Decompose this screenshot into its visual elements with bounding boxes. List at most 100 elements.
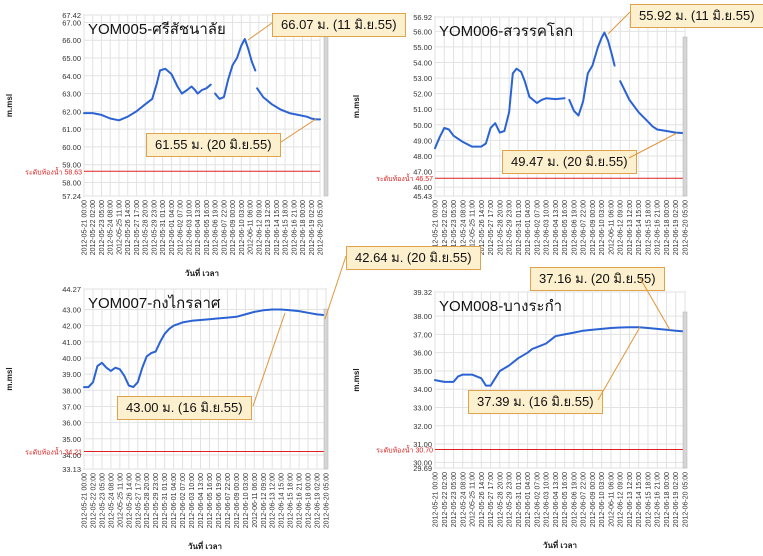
- x-tick-label: 2012-05-21 00:00: [433, 200, 440, 255]
- y-tick-label: 48.00: [413, 152, 432, 161]
- x-tick-label: 2012-06-03 10:00: [186, 200, 193, 255]
- y-tick-label: 57.24: [62, 192, 81, 201]
- x-tick-label: 2012-05-25 11:00: [470, 472, 477, 527]
- chart-panel-yom007: 44.27 43.00 42.00 41.00 40.00 39.00 38.00 37.00…: [0, 284, 352, 556]
- y-tick-label: 53.00: [413, 74, 432, 83]
- x-tick-label: 2012-06-02 07:00: [178, 200, 185, 255]
- y-tick-label: 46.00: [413, 183, 432, 192]
- x-tick-label: 2012-06-02 07:00: [534, 200, 541, 255]
- x-tick-label: 2012-06-10 03:00: [243, 473, 250, 528]
- x-tick-label: 2012-06-04 13:00: [198, 473, 205, 528]
- x-tick-label: 2012-05-22 02:00: [442, 472, 449, 527]
- x-tick-label: 2012-06-13 12:00: [265, 200, 272, 255]
- x-tick-label: 2012-05-25 11:00: [470, 200, 477, 255]
- y-tick-label: 63.00: [62, 90, 81, 99]
- x-tick-label: 2012-06-06 19:00: [213, 200, 220, 255]
- x-tick-label: 2012-05-26 14:00: [479, 472, 486, 527]
- x-tick-label: 2012-06-06 19:00: [571, 472, 578, 527]
- x-tick-label: 2012-06-01 04:00: [171, 473, 178, 528]
- y-tick-label: 33.13: [62, 465, 81, 474]
- y-tick-label: 35.00: [413, 367, 432, 376]
- y-tick-label: 41.00: [62, 338, 81, 347]
- x-tick-label: 2012-06-10 03:00: [599, 472, 606, 527]
- y-tick-label: 67.42: [62, 11, 81, 20]
- y-tick-label: 39.32: [413, 288, 432, 297]
- plot-area: [83, 14, 321, 197]
- x-tick-label: 2012-05-26 14:00: [126, 473, 133, 528]
- annotation-yom006-max: 55.92 ม. (11 มิ.ย.55): [630, 4, 763, 28]
- x-tick-label: 2012-06-13 12:00: [627, 200, 634, 255]
- x-tick-label: 2012-06-09 00:00: [230, 200, 237, 255]
- y-tick-label: 51.00: [413, 105, 432, 114]
- y-tick-label: 44.27: [62, 285, 81, 294]
- x-tick-label: 2012-06-19 02:00: [673, 200, 680, 255]
- x-axis-label: วันที่ เวลา: [188, 540, 222, 551]
- x-tick-label: 2012-06-16 21:00: [291, 200, 298, 255]
- y-tick-label: 34.00: [62, 451, 81, 460]
- y-tick-label: 59.00: [62, 161, 81, 170]
- x-tick-label: 2012-06-20 05:00: [324, 473, 331, 528]
- series-line: [83, 308, 327, 389]
- y-tick-label: 36.00: [62, 419, 81, 428]
- y-tick-label: 42.00: [62, 322, 81, 331]
- x-tick-label: 2012-06-15 18:00: [283, 200, 290, 255]
- x-tick-label: 2012-06-14 15:00: [636, 200, 643, 255]
- annotation-yom005-current: 61.55 ม. (20 มิ.ย.55): [146, 133, 281, 157]
- y-tick-label: 37.00: [413, 330, 432, 339]
- x-tick-label: 2012-06-03 10:00: [544, 200, 551, 255]
- y-tick-label: 36.00: [413, 349, 432, 358]
- y-tick-label: 31.00: [413, 440, 432, 449]
- chart-panel-yom008: 39.32 38.00 37.00 36.00 35.00 34.00 33.00 32.00…: [352, 284, 763, 556]
- x-tick-label: 2012-05-21 00:00: [82, 200, 89, 255]
- x-tick-label: 2012-06-07 22:00: [225, 473, 232, 528]
- x-tick-label: 2012-06-18 00:00: [306, 473, 313, 528]
- x-tick-label: 2012-05-27 17:00: [488, 200, 495, 255]
- x-tick-label: 2012-06-19 02:00: [673, 472, 680, 527]
- y-tick-label: 39.00: [62, 370, 81, 379]
- annotation-yom008-max: 37.39 ม. (16 มิ.ย.55): [468, 390, 603, 414]
- series-line: [619, 80, 686, 135]
- x-tick-label: 2012-06-07 22:00: [581, 472, 588, 527]
- y-tick-label: 45.43: [413, 192, 432, 201]
- x-tick-label: 2012-06-03 10:00: [544, 472, 551, 527]
- y-tick-label: 38.00: [62, 386, 81, 395]
- x-tick-label: 2012-06-18 00:00: [300, 200, 307, 255]
- x-tick-label: 2012-06-12 09:00: [618, 472, 625, 527]
- x-tick-label: 2012-06-13 12:00: [270, 473, 277, 528]
- x-tick-label: 2012-06-14 15:00: [274, 200, 281, 255]
- x-tick-label: 2012-05-21 00:00: [433, 472, 440, 527]
- x-tick-label: 2012-06-05 16:00: [562, 472, 569, 527]
- x-tick-label: 2012-05-24 08:00: [460, 472, 467, 527]
- series-line: [214, 38, 257, 100]
- reference-line-label: ระดับท้องน้ำ 34.21: [25, 446, 82, 457]
- annotation-yom005-max: 66.07 ม. (11 มิ.ย.55): [272, 13, 406, 37]
- x-tick-label: 2012-06-19 02:00: [315, 473, 322, 528]
- y-tick-label: 43.00: [62, 306, 81, 315]
- x-tick-label: 2012-05-23 05:00: [451, 472, 458, 527]
- x-tick-label: 2012-05-27 17:00: [488, 472, 495, 527]
- x-tick-label: 2012-06-07 22:00: [221, 200, 228, 255]
- x-tick-label: 2012-06-19 02:00: [309, 200, 316, 255]
- x-tick-label: 2012-05-24 08:00: [108, 473, 115, 528]
- x-tick-label: 2012-05-27 17:00: [135, 473, 142, 528]
- y-tick-label: 56.92: [413, 13, 432, 22]
- x-tick-label: 2012-06-16 21:00: [655, 200, 662, 255]
- y-tick-label: 35.00: [62, 435, 81, 444]
- x-tick-label: 2012-06-01 04:00: [525, 200, 532, 255]
- chart-title: YOM008-บางระกำ: [439, 298, 562, 315]
- reference-line-label: ระดับท้องน้ำ 46.57: [376, 172, 433, 183]
- x-tick-label: 2012-06-15 18:00: [288, 473, 295, 528]
- x-tick-label: 2012-05-28 20:00: [497, 200, 504, 255]
- x-tick-label: 2012-06-07 22:00: [581, 200, 588, 255]
- x-tick-label: 2012-05-26 14:00: [479, 200, 486, 255]
- y-tick-label: 32.00: [413, 422, 432, 431]
- x-tick-label: 2012-06-04 13:00: [195, 200, 202, 255]
- x-tick-label: 2012-06-11 06:00: [252, 473, 259, 528]
- y-tick-label: 66.00: [62, 36, 81, 45]
- x-tick-label: 2012-05-23 05:00: [451, 200, 458, 255]
- x-tick-label: 2012-06-11 06:00: [248, 200, 255, 255]
- x-tick-label: 2012-06-11 06:00: [608, 472, 615, 527]
- x-tick-label: 2012-05-27 17:00: [134, 200, 141, 255]
- x-tick-label: 2012-06-10 03:00: [599, 200, 606, 255]
